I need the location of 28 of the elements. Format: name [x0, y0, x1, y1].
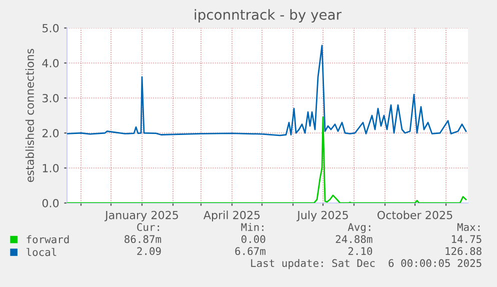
chart-title: ipconntrack - by year [194, 9, 342, 23]
y-tick-label: 5.0 [42, 24, 59, 32]
text: 2.09 [137, 247, 161, 256]
line-series [67, 44, 467, 136]
y-tick-label: 0.0 [42, 198, 59, 208]
y-axis-title: established connections [25, 48, 34, 182]
text: Cur: [137, 223, 160, 232]
text: 14.75 [452, 235, 482, 244]
text: 24.88m [336, 235, 372, 244]
x-tick-label: January 2025 [104, 210, 178, 222]
text: Avg: [348, 223, 370, 234]
text: Max: [457, 223, 480, 232]
y-tick-label: 2.0 [42, 128, 59, 138]
text: Min: [241, 222, 264, 231]
y-tick-label: 4.0 [42, 58, 59, 68]
legend-label: local [26, 248, 56, 256]
x-tick-label: April 2025 [203, 210, 260, 222]
y-tick-label: 1.0 [42, 164, 59, 172]
legend-label: forward [26, 235, 69, 244]
text: 86.87m [124, 235, 162, 244]
x-tick-label: July 2025 [296, 210, 348, 222]
text: 0.00 [241, 235, 266, 244]
text: 2.10 [348, 247, 372, 256]
x-tick-label: October 2025 [377, 210, 452, 220]
text: 126.88 [446, 247, 482, 256]
text: 6.67m [235, 247, 266, 256]
y-tick-label: 3.0 [42, 94, 59, 102]
text: Last update: Sat Dec 6 00:00:05 2025 [251, 258, 482, 270]
